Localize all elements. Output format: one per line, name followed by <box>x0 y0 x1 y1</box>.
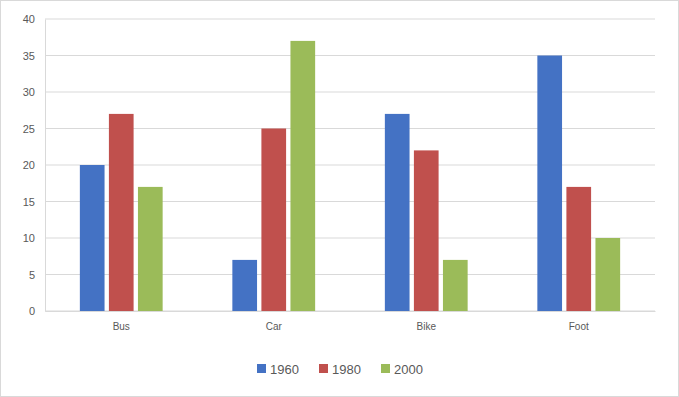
grid-line <box>45 238 655 239</box>
y-tick: 5 <box>29 269 45 281</box>
legend-swatch <box>319 364 328 373</box>
x-tick: Bike <box>417 311 437 332</box>
legend-label: 2000 <box>394 362 423 377</box>
grid-line <box>45 55 655 56</box>
bar <box>290 41 315 311</box>
y-tick: 20 <box>23 159 45 171</box>
y-axis-line <box>45 20 46 312</box>
x-tick-label: Foot <box>569 321 589 332</box>
y-tick-label: 15 <box>23 196 35 208</box>
bar <box>443 260 468 311</box>
grid-line <box>45 92 655 93</box>
bar <box>109 114 134 311</box>
y-tick: 15 <box>23 196 45 208</box>
x-tick: Bus <box>113 311 130 332</box>
y-tick: 25 <box>23 123 45 135</box>
bar <box>537 56 562 312</box>
legend-swatch <box>381 364 390 373</box>
legend-item: 2000 <box>381 362 423 377</box>
y-tick-label: 10 <box>23 232 35 244</box>
series <box>80 56 562 312</box>
grid-line <box>45 19 655 20</box>
legend-item: 1980 <box>319 362 361 377</box>
x-tick: Car <box>266 311 283 332</box>
y-tick-label: 0 <box>29 305 35 317</box>
y-tick: 10 <box>23 232 45 244</box>
bars <box>80 41 620 311</box>
x-tick-label: Car <box>266 321 283 332</box>
bar <box>80 165 105 311</box>
bar <box>138 187 163 311</box>
legend-item: 1960 <box>257 362 299 377</box>
series <box>109 114 591 311</box>
x-axis-line <box>46 311 656 312</box>
y-tick-label: 25 <box>23 123 35 135</box>
y-tick: 30 <box>23 86 45 98</box>
bar <box>232 260 257 311</box>
y-tick: 0 <box>29 305 45 317</box>
y-tick-label: 35 <box>23 50 35 62</box>
bar <box>414 150 439 311</box>
x-tick-label: Bike <box>417 321 437 332</box>
bar <box>261 129 286 312</box>
y-tick-label: 20 <box>23 159 35 171</box>
grid-line <box>45 201 655 202</box>
legend-label: 1960 <box>270 362 299 377</box>
grid-line <box>45 165 655 166</box>
legend: 1960 1980 2000 <box>257 362 423 377</box>
x-axis: Bus Car Bike Foot <box>46 311 656 332</box>
legend-label: 1980 <box>332 362 361 377</box>
chart: 0 5 10 15 20 25 30 35 40 Bus Car Bike Foot 1960 1980 20… <box>0 0 679 397</box>
y-tick-label: 30 <box>23 86 35 98</box>
grid-line <box>45 274 655 275</box>
chart-border <box>1 1 679 397</box>
y-axis: 0 5 10 15 20 25 30 35 40 <box>23 13 46 317</box>
legend-swatch <box>257 364 266 373</box>
y-tick: 40 <box>23 13 45 25</box>
y-tick-label: 40 <box>23 13 35 25</box>
y-tick: 35 <box>23 50 45 62</box>
bar <box>385 114 410 311</box>
y-tick-label: 5 <box>29 269 35 281</box>
series <box>138 41 620 311</box>
x-tick-label: Bus <box>113 321 130 332</box>
grid-line <box>45 311 655 312</box>
bar <box>566 187 591 311</box>
x-tick: Foot <box>569 311 589 332</box>
bar <box>595 238 620 311</box>
grid <box>45 19 655 311</box>
plot: 0 5 10 15 20 25 30 35 40 Bus Car Bike Foot <box>23 13 656 332</box>
grid-line <box>45 128 655 129</box>
